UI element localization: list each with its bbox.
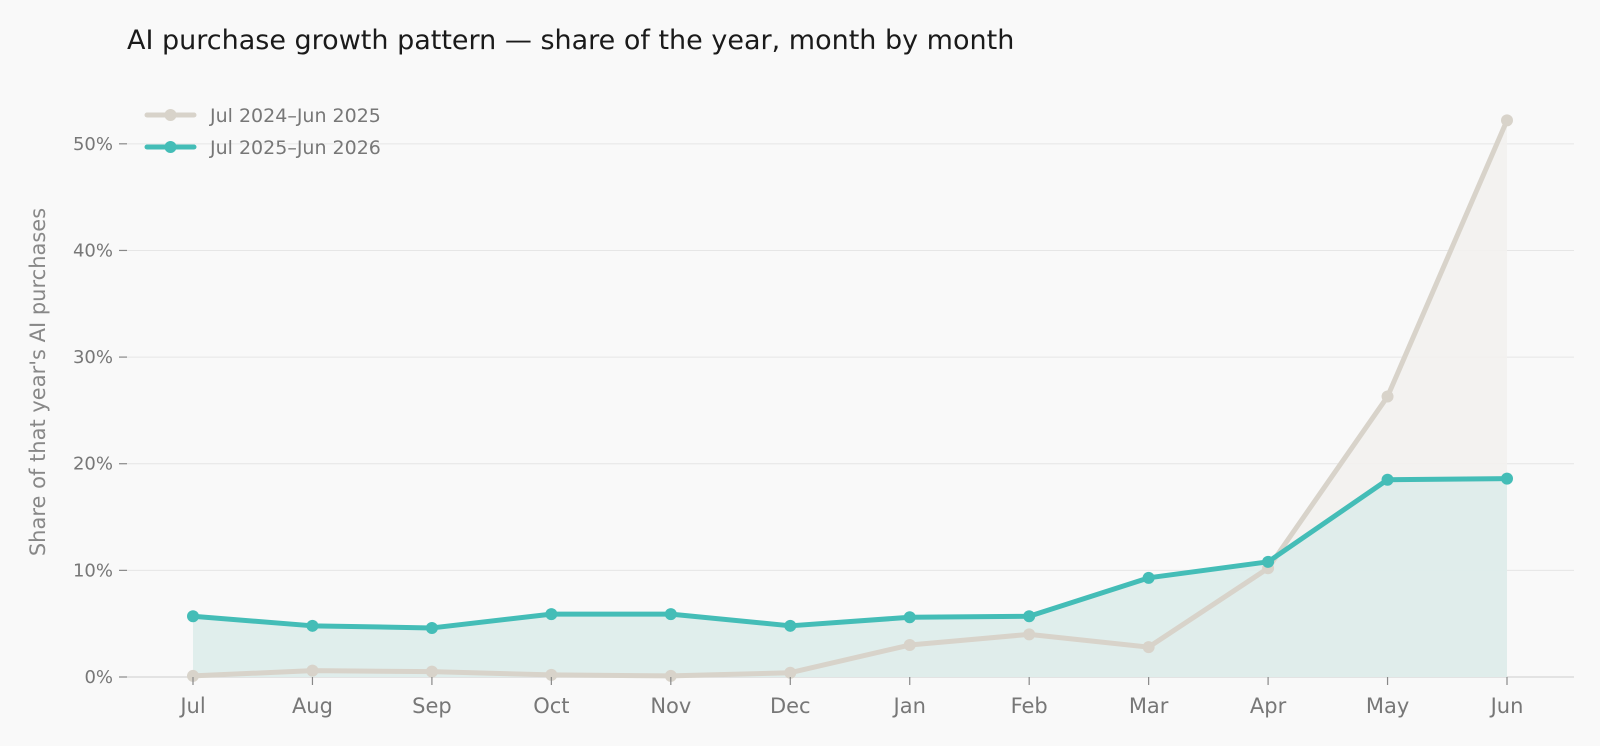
- x-tick-label: Jan: [892, 694, 926, 718]
- data-point: [1023, 628, 1036, 641]
- x-tick-label: Aug: [292, 694, 333, 718]
- y-tick-label: 0%: [84, 667, 113, 688]
- legend-label: Jul 2024–Jun 2025: [209, 105, 381, 127]
- series-line-2: [190, 476, 1510, 631]
- data-point: [306, 619, 319, 632]
- data-point: [1023, 610, 1036, 623]
- data-point: [545, 608, 558, 621]
- x-tick-label: Sep: [412, 694, 452, 718]
- x-tick-label: Oct: [533, 694, 569, 718]
- y-tick-label: 30%: [73, 347, 113, 368]
- data-point: [664, 669, 677, 682]
- data-point: [1381, 473, 1394, 486]
- y-tick-label: 40%: [73, 240, 113, 261]
- data-point: [425, 621, 438, 634]
- chart-title: AI purchase growth pattern — share of th…: [127, 25, 1014, 56]
- y-tick-label: 50%: [73, 134, 113, 155]
- data-point: [306, 664, 319, 677]
- data-point: [1142, 571, 1155, 584]
- data-point: [1501, 472, 1513, 485]
- series-lines: [190, 117, 1510, 679]
- data-point: [903, 611, 916, 624]
- y-axis: 0% 10% 20% 30% 40% 50%: [73, 134, 127, 688]
- legend-swatch-marker: [164, 141, 177, 153]
- series-line-1: [190, 117, 1510, 679]
- data-point: [187, 669, 199, 682]
- x-tick-label: Feb: [1011, 694, 1048, 718]
- data-point: [545, 668, 558, 681]
- data-point: [1381, 390, 1394, 403]
- series-areas: [193, 120, 1507, 678]
- y-tick-label: 20%: [73, 454, 113, 475]
- data-point: [784, 666, 797, 679]
- y-axis-label: Share of that year's AI purchases: [26, 208, 50, 556]
- x-tick-label: Nov: [650, 694, 691, 718]
- x-tick-label: Mar: [1129, 694, 1169, 718]
- data-point: [784, 619, 797, 632]
- x-tick-label: Dec: [770, 694, 811, 718]
- legend-label: Jul 2025–Jun 2026: [209, 137, 381, 159]
- data-point: [664, 608, 677, 621]
- x-tick-label: Jun: [1489, 694, 1524, 718]
- legend: Jul 2024–Jun 2025 Jul 2025–Jun 2026: [144, 105, 381, 159]
- data-point: [187, 610, 199, 623]
- data-point: [1262, 555, 1275, 568]
- data-point: [425, 665, 438, 678]
- data-point: [1142, 641, 1155, 654]
- x-axis: Jul Aug Sep Oct Nov Dec Jan Feb Mar Apr May Jun: [178, 677, 1523, 718]
- series-points: [187, 114, 1513, 682]
- x-tick-label: Apr: [1250, 694, 1287, 718]
- x-tick-label: May: [1366, 694, 1409, 718]
- data-point: [1501, 114, 1513, 127]
- x-tick-label: Jul: [178, 694, 205, 718]
- data-point: [903, 639, 916, 652]
- legend-swatch-marker: [164, 109, 177, 121]
- y-tick-label: 10%: [73, 560, 113, 581]
